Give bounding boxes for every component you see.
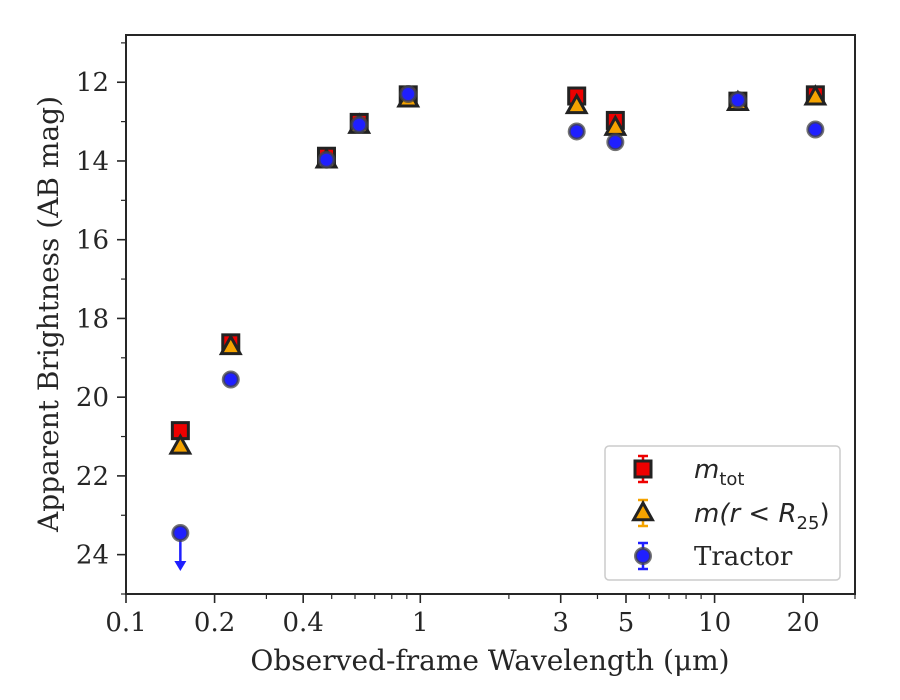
x-tick-label: 0.1 [105,608,146,638]
data-point [728,90,747,109]
x-tick-label: 0.4 [283,608,324,638]
data-point [221,370,240,389]
data-point [168,433,193,455]
x-tick-label: 1 [412,608,429,638]
upper-limit-arrow-head [174,560,187,571]
y-tick-label: 22 [76,462,109,492]
legend: mtot m(r < R25) Tractor [604,445,841,581]
data-point [803,84,828,106]
data-point [567,122,586,141]
data-point [218,333,243,356]
data-point [564,92,589,115]
y-tick-label: 16 [76,226,109,256]
y-tick-label: 14 [76,147,109,177]
series-square [170,85,825,441]
data-point [399,85,418,104]
legend-label: m(r < R25) [694,499,830,534]
y-tick-label: 12 [76,68,109,98]
x-axis-label: Observed-frame Wavelength (μm) [250,644,729,677]
data-point [350,115,369,134]
data-point [806,120,825,139]
data-point [317,150,336,169]
x-tick-label: 20 [787,608,820,638]
legend-marker [631,499,655,522]
data-point [171,523,190,542]
series-circle [171,85,825,571]
y-axis-label: Apparent Brightness (AB mag) [32,96,65,533]
legend-label: mtot [694,455,744,490]
y-tick-label: 20 [76,383,109,413]
x-tick-label: 3 [552,608,569,638]
marks-layer [168,84,828,571]
legend-marker [634,547,652,565]
y-tick-label: 18 [76,304,109,334]
plot-frame [125,34,856,595]
legend-frame [604,445,841,581]
x-tick-label: 0.2 [194,608,235,638]
legend-label: Tractor [694,542,793,572]
series-triangle [168,84,828,455]
ticks-layer: 0.1 0.2 0.4 1 3 5 10 20 12 14 16 18 20 22 24 [76,42,856,638]
y-tick-label: 24 [76,541,109,571]
data-point [606,133,625,152]
x-tick-label: 10 [698,608,731,638]
x-tick-label: 5 [618,608,635,638]
legend-marker [633,459,653,479]
